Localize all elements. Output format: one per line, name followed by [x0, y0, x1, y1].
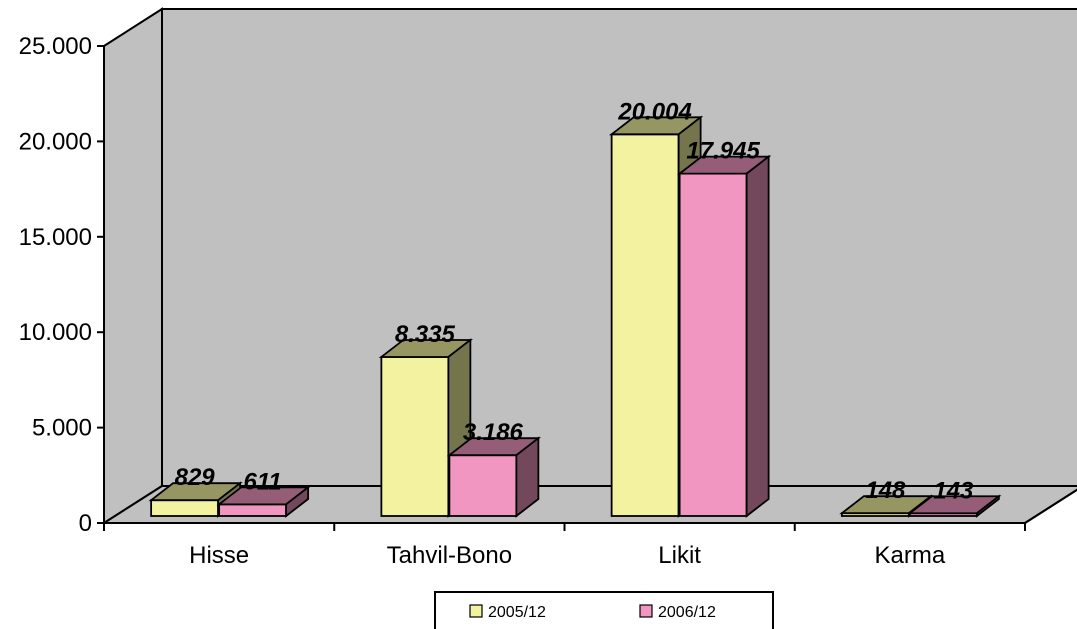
- data-label: 143: [933, 477, 974, 504]
- legend-label-2005: 2005/12: [488, 604, 546, 621]
- y-tick-label: 0: [79, 510, 92, 537]
- data-label: 17.945: [686, 138, 760, 165]
- bar-hisse-2006-12: [216, 485, 311, 518]
- bar-side: [285, 485, 310, 518]
- bar-front: [150, 499, 220, 517]
- bar-tahvil-bono-2006-12: [446, 436, 542, 518]
- data-label: 611: [243, 468, 281, 495]
- bar-front: [380, 356, 450, 517]
- side-wall: [103, 7, 163, 525]
- bar-front: [218, 503, 288, 517]
- data-labels: 829 611 8.335 3.186 20.004 17.945 148 143: [175, 98, 974, 504]
- bar-side: [745, 154, 770, 518]
- bar-side: [515, 436, 540, 518]
- legend-box: [434, 591, 774, 629]
- y-tick-label: 15.000: [19, 224, 92, 251]
- bar-tahvil-bono-2005-12: [378, 338, 474, 518]
- floor-edge: [1024, 488, 1077, 524]
- bar-likit-2006-12: [676, 154, 772, 518]
- data-label: 3.186: [463, 419, 524, 446]
- data-label: 148: [865, 477, 906, 504]
- legend-swatch-2005: [469, 604, 483, 618]
- legend: 2005/12 2006/12: [434, 591, 774, 629]
- chart-walls: [100, 7, 1077, 525]
- bar-front: [678, 172, 748, 517]
- y-axis: 0 5.000 10.000 15.000 20.000 25.000: [19, 33, 105, 537]
- x-axis: Hisse Tahvil-Bono Likit Karma: [103, 488, 1077, 569]
- x-tick-label: Likit: [658, 542, 701, 569]
- legend-label-2006: 2006/12: [658, 604, 716, 621]
- bar-front: [448, 454, 518, 517]
- data-label: 829: [175, 464, 216, 491]
- bars: [148, 115, 1002, 518]
- y-tick-label: 20.000: [19, 128, 92, 155]
- x-tick-label: Tahvil-Bono: [387, 542, 512, 569]
- x-tick-label: Karma: [875, 542, 946, 569]
- data-label: 8.335: [395, 321, 456, 348]
- y-tick-label: 5.000: [32, 415, 92, 442]
- y-tick-label: 25.000: [19, 33, 92, 60]
- bar-karma-2006-12: [907, 494, 1002, 518]
- data-label: 20.004: [617, 98, 691, 125]
- bar-front: [610, 133, 680, 517]
- legend-swatch-2006: [639, 604, 653, 618]
- x-tick-label: Hisse: [189, 542, 249, 569]
- y-tick-label: 10.000: [19, 319, 92, 346]
- bar-side: [975, 494, 1000, 518]
